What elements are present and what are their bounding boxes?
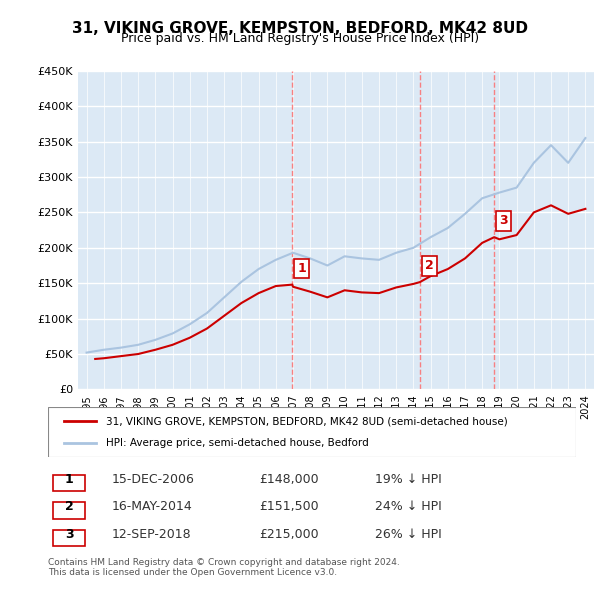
Text: 1: 1 [65,473,73,486]
Text: £148,000: £148,000 [259,473,319,486]
Text: 3: 3 [65,528,73,541]
Text: 24% ↓ HPI: 24% ↓ HPI [376,500,442,513]
Text: HPI: Average price, semi-detached house, Bedford: HPI: Average price, semi-detached house,… [106,438,369,448]
FancyBboxPatch shape [53,475,85,491]
Text: Price paid vs. HM Land Registry's House Price Index (HPI): Price paid vs. HM Land Registry's House … [121,32,479,45]
Text: £215,000: £215,000 [259,528,319,541]
Text: 1: 1 [298,262,306,275]
Text: 2: 2 [425,260,434,273]
Text: 19% ↓ HPI: 19% ↓ HPI [376,473,442,486]
Text: 26% ↓ HPI: 26% ↓ HPI [376,528,442,541]
Text: 31, VIKING GROVE, KEMPSTON, BEDFORD, MK42 8UD (semi-detached house): 31, VIKING GROVE, KEMPSTON, BEDFORD, MK4… [106,416,508,426]
Text: 16-MAY-2014: 16-MAY-2014 [112,500,192,513]
FancyBboxPatch shape [53,530,85,546]
FancyBboxPatch shape [48,407,576,457]
Text: 3: 3 [499,214,508,227]
Text: 12-SEP-2018: 12-SEP-2018 [112,528,191,541]
Text: £151,500: £151,500 [259,500,319,513]
Text: 2: 2 [65,500,73,513]
Text: 15-DEC-2006: 15-DEC-2006 [112,473,194,486]
Text: 31, VIKING GROVE, KEMPSTON, BEDFORD, MK42 8UD: 31, VIKING GROVE, KEMPSTON, BEDFORD, MK4… [72,21,528,35]
Text: Contains HM Land Registry data © Crown copyright and database right 2024.
This d: Contains HM Land Registry data © Crown c… [48,558,400,577]
FancyBboxPatch shape [53,502,85,519]
